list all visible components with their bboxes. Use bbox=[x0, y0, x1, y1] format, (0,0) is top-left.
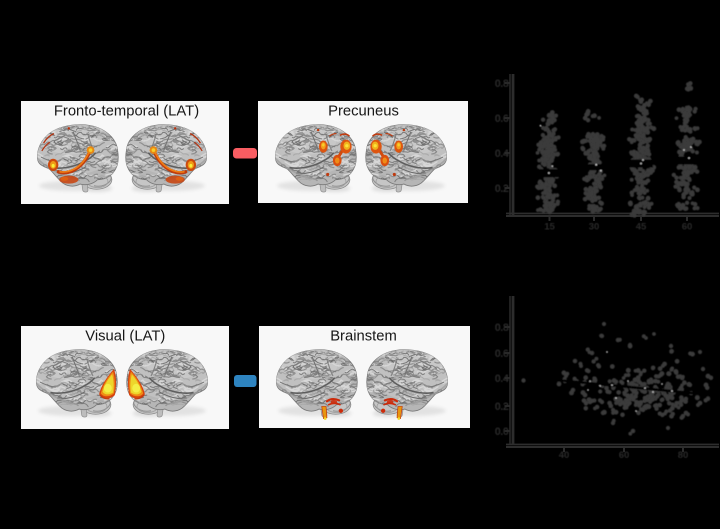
svg-text:0.0: 0.0 bbox=[495, 426, 509, 438]
svg-text:30: 30 bbox=[589, 222, 600, 233]
svg-text:Brainstem: Brainstem bbox=[330, 329, 397, 345]
svg-text:60: 60 bbox=[619, 450, 630, 461]
svg-text:0.4: 0.4 bbox=[495, 373, 509, 385]
svg-text:Visual (LAT): Visual (LAT) bbox=[85, 329, 165, 345]
svg-text:15: 15 bbox=[544, 222, 555, 233]
svg-text:80: 80 bbox=[678, 450, 689, 461]
svg-text:Fronto-temporal (LAT): Fronto-temporal (LAT) bbox=[54, 104, 199, 120]
svg-text:0.6: 0.6 bbox=[495, 113, 509, 125]
svg-text:40: 40 bbox=[559, 450, 570, 461]
svg-text:0.8: 0.8 bbox=[495, 78, 509, 90]
svg-text:0.2: 0.2 bbox=[495, 183, 509, 195]
svg-text:45: 45 bbox=[636, 222, 647, 233]
svg-text:60: 60 bbox=[682, 222, 693, 233]
svg-text:0.4: 0.4 bbox=[495, 148, 509, 160]
svg-text:Precuneus: Precuneus bbox=[328, 104, 399, 120]
svg-text:0.2: 0.2 bbox=[495, 401, 509, 413]
svg-text:0.6: 0.6 bbox=[495, 348, 509, 360]
svg-text:0.8: 0.8 bbox=[495, 322, 509, 334]
